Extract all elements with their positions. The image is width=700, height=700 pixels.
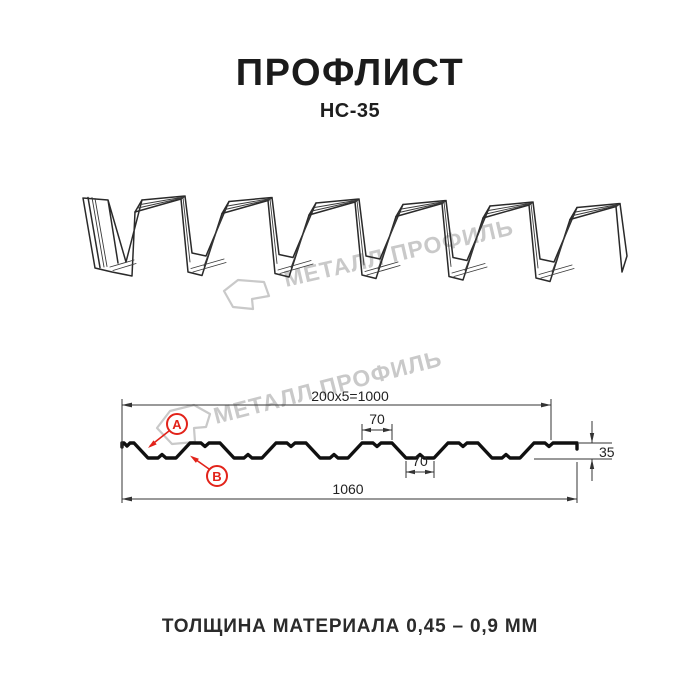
- marker-b-circle: [206, 465, 228, 487]
- dim-overall-width-label: 1060: [332, 481, 363, 497]
- page-title: ПРОФЛИСТ: [235, 52, 465, 94]
- dim-trough-width-label: 70: [412, 453, 428, 469]
- thickness-note: ТОЛЩИНА МАТЕРИАЛА 0,45 – 0,9 ММ: [161, 616, 539, 637]
- cross-section-drawing: 200x5=1000 70 70 35 1060: [120, 388, 615, 503]
- marker-b-arrowhead: [190, 455, 199, 463]
- sheet-right-end: [569, 202, 628, 273]
- profile-outline: [120, 441, 579, 460]
- watermark-text: МЕТАЛЛ ПРОФИЛЬ: [211, 345, 445, 429]
- dim-crest-width-label: 70: [369, 411, 385, 427]
- rib: [482, 201, 578, 283]
- rib: [221, 196, 317, 278]
- dim-height-label: 35: [599, 444, 615, 460]
- profile-3d-drawing: [82, 195, 628, 283]
- marker-a-circle: [166, 413, 188, 435]
- extension-lines: [121, 399, 612, 503]
- marker-a-letter: А: [172, 417, 182, 432]
- watermark-cross-section: МЕТАЛЛ ПРОФИЛЬ: [155, 345, 445, 446]
- rib: [308, 198, 404, 280]
- watermark-3d: МЕТАЛЛ ПРОФИЛЬ: [222, 214, 516, 311]
- marker-a-arrowhead: [148, 440, 157, 448]
- dim-pitch-label: 200x5=1000: [311, 388, 389, 404]
- rib: [134, 195, 230, 277]
- marker-a: А: [148, 413, 188, 448]
- metal-profil-logo-icon: [155, 403, 212, 446]
- rib: [395, 199, 491, 281]
- marker-b: В: [190, 455, 228, 487]
- dimension-lines: [122, 404, 577, 500]
- marker-b-letter: В: [212, 469, 221, 484]
- metal-profil-logo-icon: [222, 278, 271, 311]
- profile-model-subtitle: НС-35: [319, 100, 381, 122]
